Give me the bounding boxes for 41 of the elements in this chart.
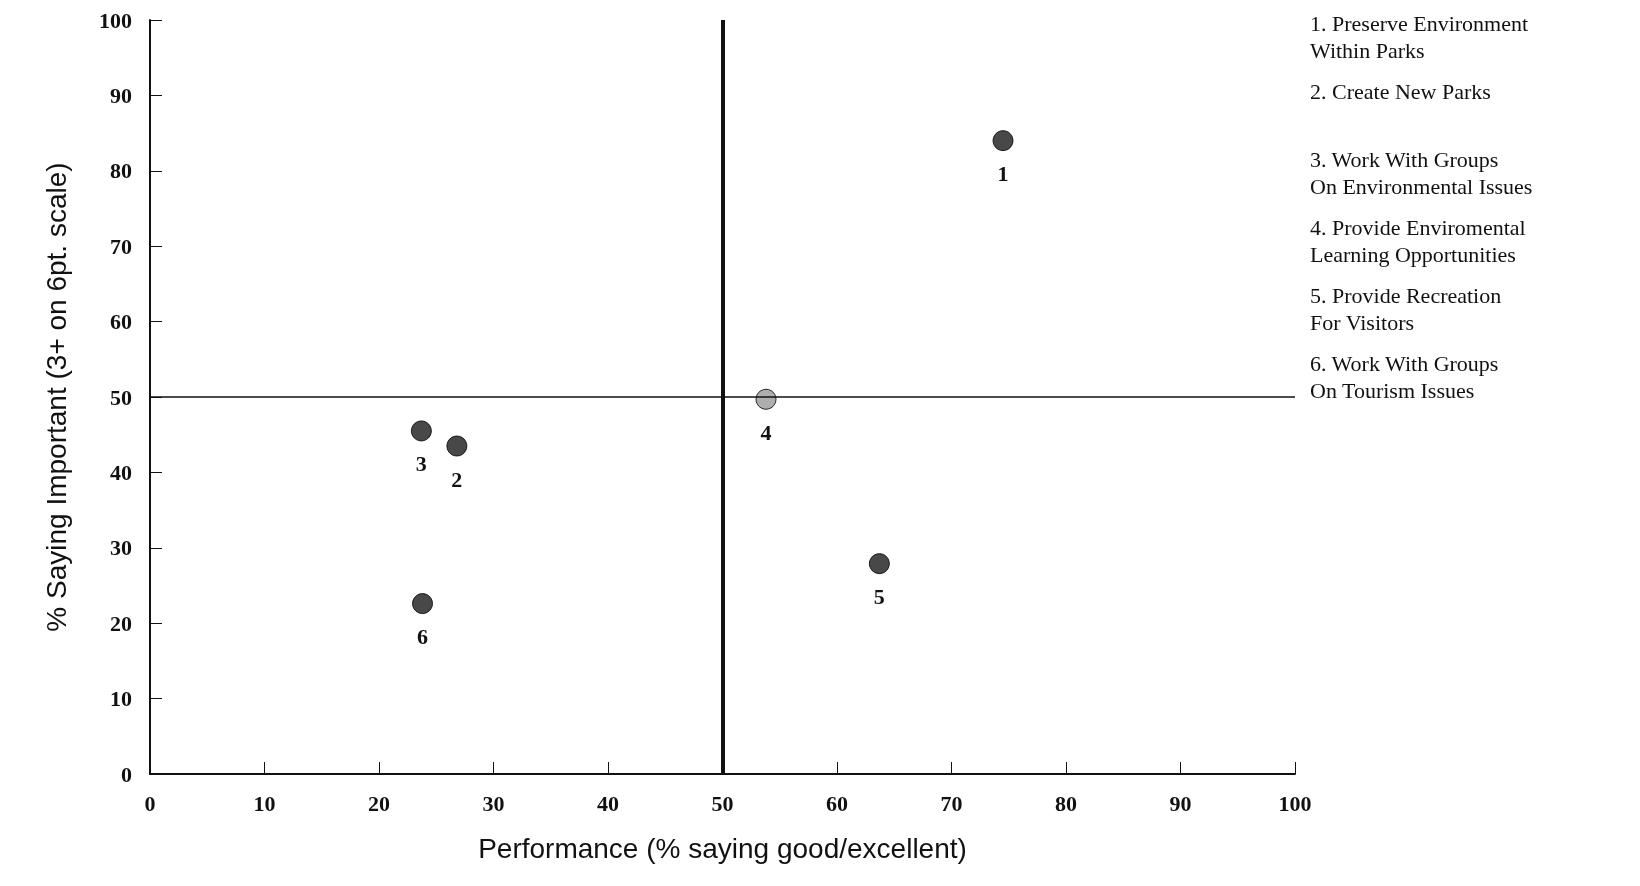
annotation: 6 [417, 624, 429, 650]
text: 1. Preserve Environment Within Parks [1310, 11, 1529, 63]
x-tick-label: 80 [1055, 790, 1077, 816]
y-tick-label: 20 [110, 610, 132, 636]
annotation: 5 [873, 584, 885, 610]
point [992, 130, 1014, 152]
text: 4. Provide Enviromental Learning Opportunities [1310, 215, 1526, 267]
annotation: 1 [997, 161, 1009, 187]
y-tick-label: 60 [110, 309, 132, 335]
text: 3. Work With Groups On Environmental Issues [1310, 147, 1533, 199]
x-tick-label: 90 [1169, 790, 1192, 816]
x-tick-label: 70 [940, 790, 963, 816]
x-tick-label: 0 [144, 790, 156, 816]
annotation: 4 [760, 419, 772, 445]
x-tick-label: 50 [711, 790, 734, 816]
y-tick-label: 70 [110, 233, 132, 259]
text: 2. Create New Parks [1310, 79, 1491, 104]
text: 5. Provide Recreation For Visitors [1310, 283, 1502, 335]
x-tick-label: 20 [368, 790, 390, 816]
point [410, 420, 432, 442]
y-tick-label: 30 [110, 535, 132, 561]
annotation: 2 [451, 466, 463, 492]
y-axis-title: % Saying Important (3+ on 6pt. scale) [40, 162, 72, 632]
y-tick-label: 10 [110, 686, 132, 712]
point [446, 435, 468, 457]
text: 6. Work With Groups On Tourism Issues [1310, 351, 1499, 403]
y-tick-label: 40 [110, 459, 132, 485]
y-tick-label: 0 [121, 761, 132, 787]
x-tick-label: 100 [1278, 790, 1312, 816]
x-tick-label: 60 [826, 790, 848, 816]
y-tick-label: 50 [110, 384, 132, 410]
y-tick-label: 100 [99, 7, 132, 33]
x-tick-label: 10 [253, 790, 276, 816]
annotation: 3 [415, 451, 427, 477]
x-tick-label: 40 [597, 790, 619, 816]
x-axis-title: Performance (% saying good/excellent) [478, 832, 967, 864]
x-tick-label: 30 [482, 790, 505, 816]
point [868, 553, 890, 575]
y-tick-label: 80 [110, 158, 132, 184]
y-tick-label: 90 [110, 82, 132, 108]
point [412, 593, 434, 615]
